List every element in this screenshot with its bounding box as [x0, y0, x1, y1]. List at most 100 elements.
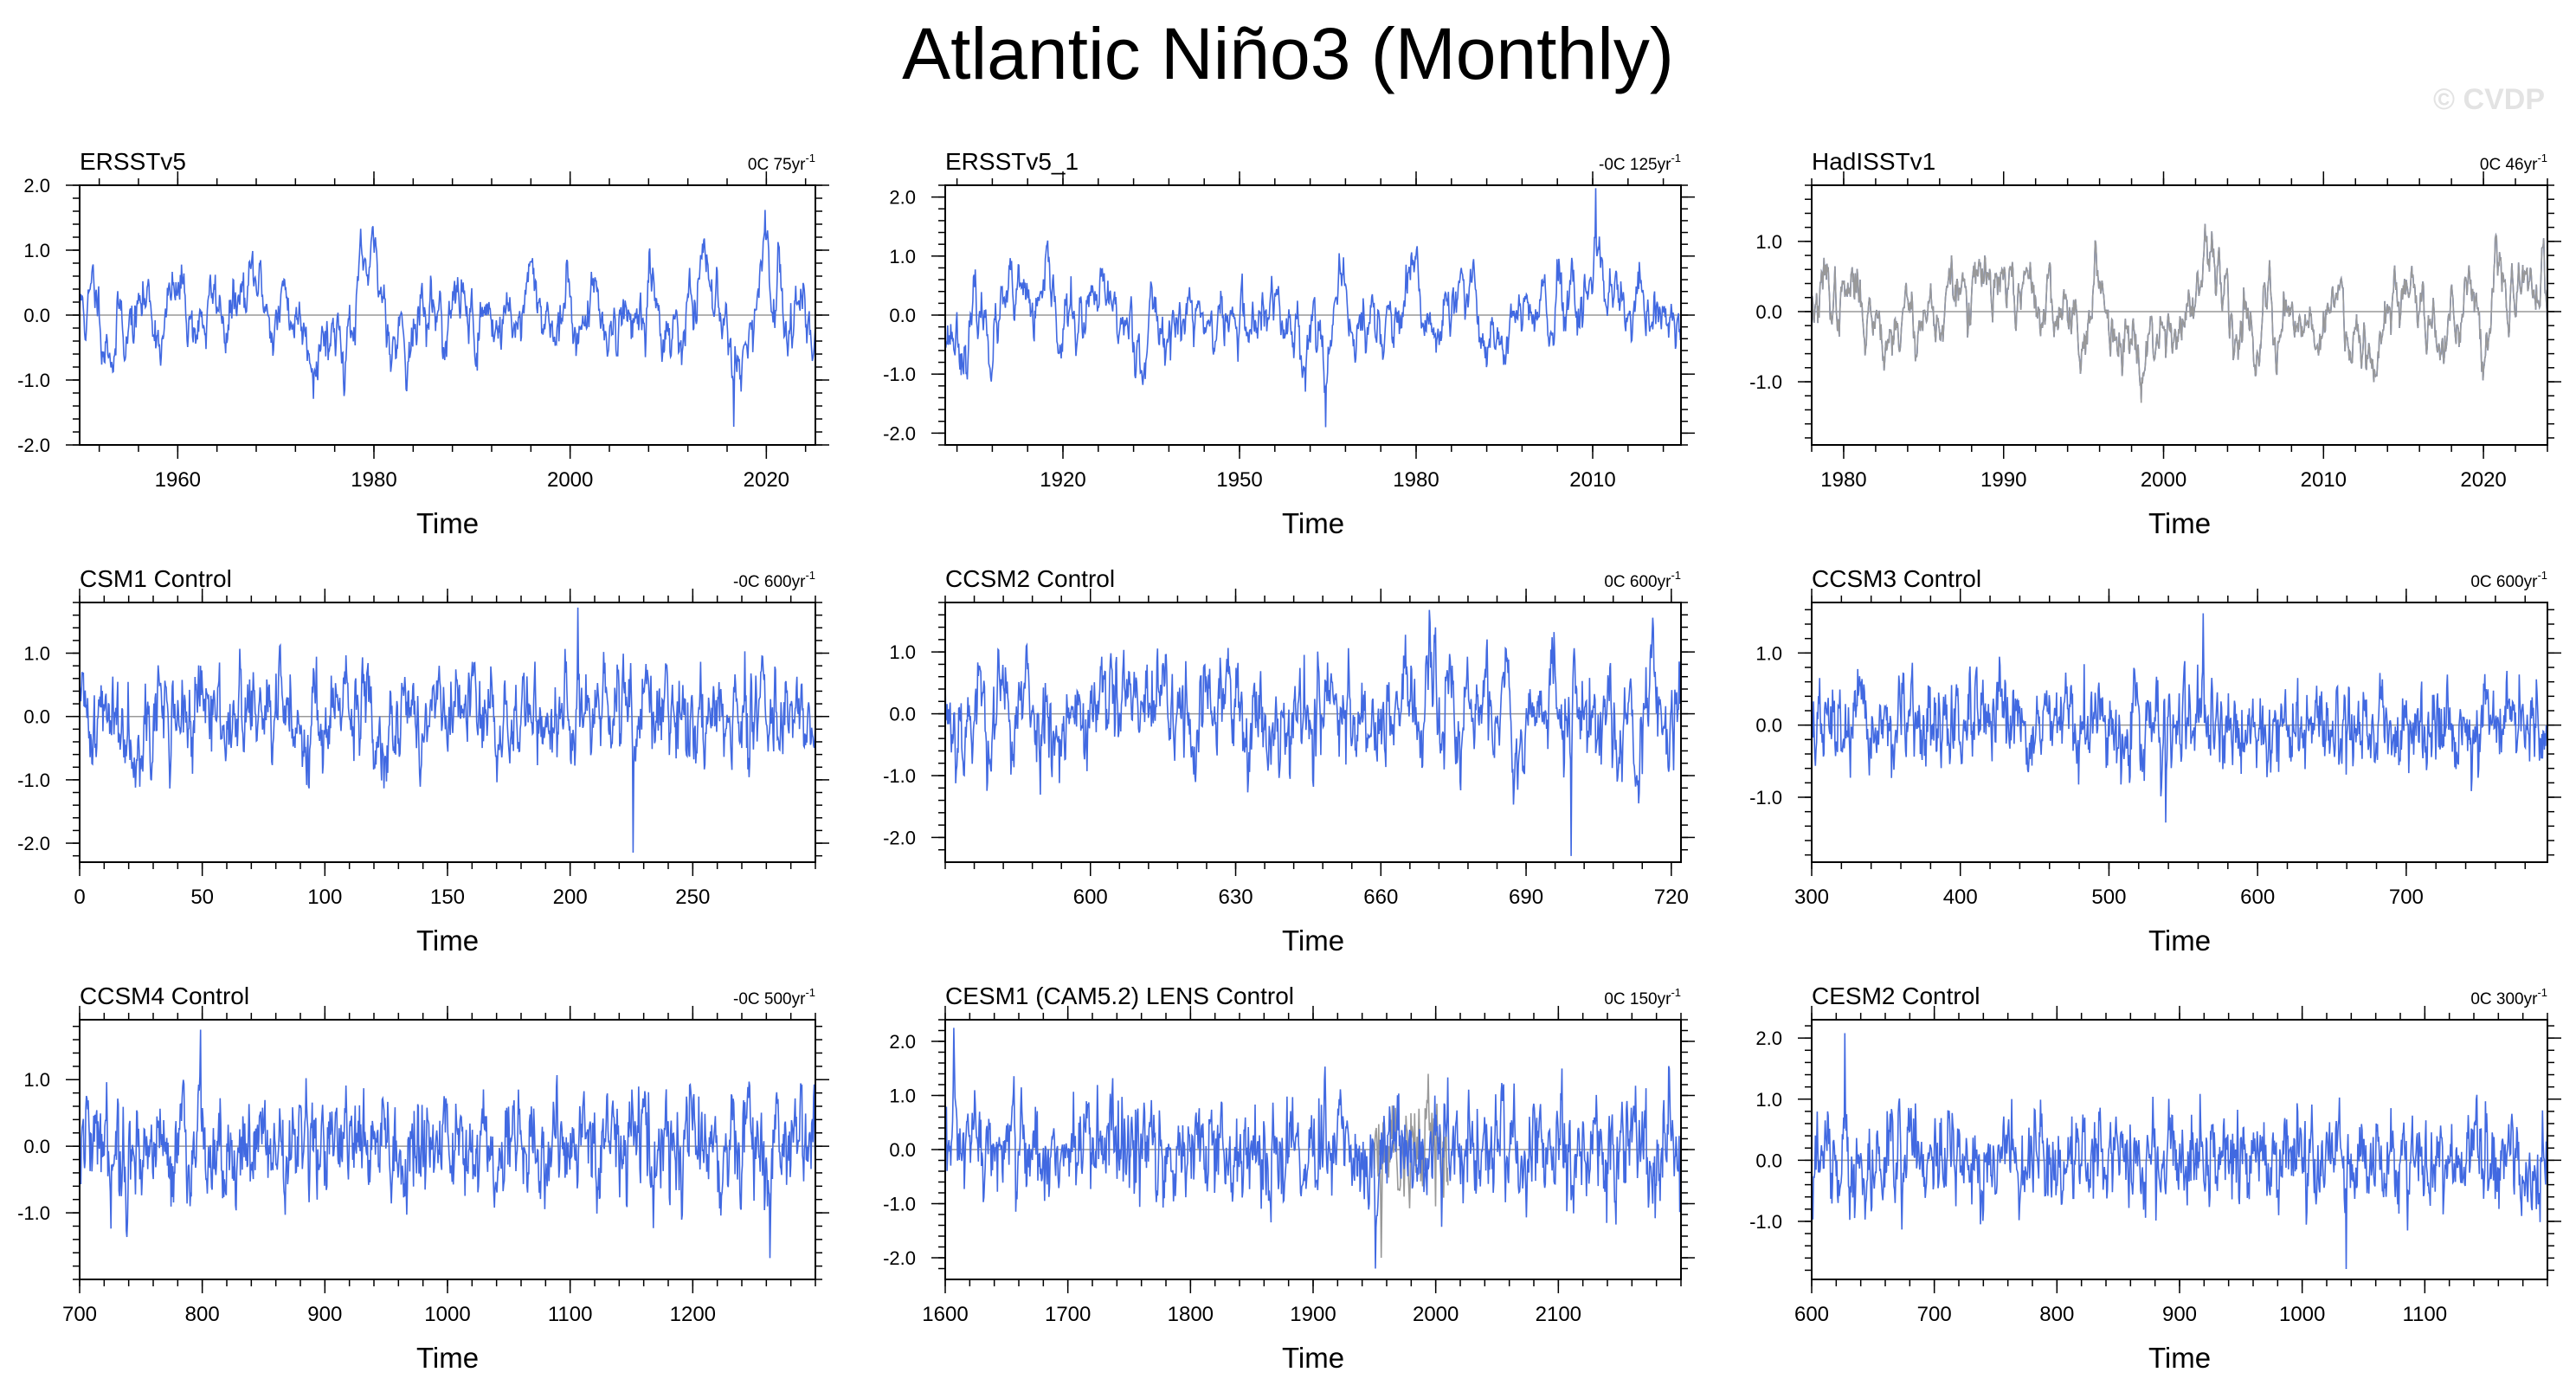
trend-exponent: -1 [2537, 151, 2547, 164]
x-tick-label: 720 [1654, 886, 1689, 909]
y-tick-label: 2.0 [889, 187, 916, 209]
y-tick-label: -1.0 [17, 370, 50, 391]
y-tick-label: 1.0 [23, 1069, 50, 1091]
x-tick-label: 1600 [922, 1303, 968, 1326]
x-tick-label: 100 [307, 886, 342, 909]
series-line [79, 1029, 816, 1259]
x-tick-label: 630 [1219, 886, 1253, 909]
panel-title: ERSSTv5_1 [945, 148, 1079, 175]
y-tick-label: 1.0 [889, 1086, 916, 1107]
x-tick-label: 1980 [1393, 468, 1439, 492]
y-tick-label: -2.0 [17, 435, 50, 456]
x-tick-label: 50 [190, 886, 214, 909]
panel-title: CCSM2 Control [945, 565, 1115, 592]
x-tick-label: 700 [1917, 1303, 1952, 1326]
x-axis-label: Time [1282, 507, 1344, 539]
y-tick-label: 1.0 [1755, 231, 1782, 253]
chart-panel-1: ERSSTv5 0C 75yr-1 1960 1980 2000 2020 -2.0 -1.0… [17, 148, 829, 539]
series-line [1811, 223, 2548, 403]
x-tick-label: 2000 [547, 468, 593, 492]
x-tick-label: 800 [2039, 1303, 2074, 1326]
y-tick-label: 0.0 [1755, 301, 1782, 323]
y-tick-label: 0.0 [23, 305, 50, 326]
y-tick-label: 0.0 [889, 305, 916, 326]
chart-panel-8: CESM1 (CAM5.2) LENS Control 0C 150yr-1 160… [883, 982, 1695, 1374]
panel-title: CCSM4 Control [80, 982, 249, 1009]
x-tick-label: 1960 [155, 468, 201, 492]
trend-label: -0C 500yr-1 [733, 986, 815, 1008]
watermark: © CVDP [2433, 83, 2545, 116]
trend-exponent: -1 [805, 986, 815, 999]
x-axis-label: Time [1282, 1342, 1344, 1374]
y-tick-label: -1.0 [883, 1194, 916, 1215]
x-tick-label: 1000 [424, 1303, 470, 1326]
y-tick-label: 0.0 [1755, 1150, 1782, 1171]
y-tick-label: 0.0 [889, 1139, 916, 1161]
x-axis-label: Time [416, 507, 479, 539]
series-line [1811, 613, 2548, 823]
y-tick-label: 0.0 [889, 704, 916, 725]
y-tick-label: 1.0 [1755, 1089, 1782, 1111]
x-tick-label: 1000 [2279, 1303, 2325, 1326]
trend-label: 0C 150yr-1 [1604, 986, 1681, 1008]
x-axis-label: Time [416, 924, 479, 957]
trend-label: 0C 46yr-1 [2480, 151, 2547, 174]
series-line [1811, 1033, 2548, 1270]
y-tick-label: -1.0 [1749, 1211, 1782, 1233]
chart-panel-3: HadISSTv1 0C 46yr-1 1980 1990 2000 2010 2020 -1… [1749, 148, 2561, 539]
x-tick-label: 1900 [1290, 1303, 1336, 1326]
x-tick-label: 150 [430, 886, 465, 909]
x-tick-label: 1990 [1980, 468, 2026, 492]
chart-panel-7: CCSM4 Control -0C 500yr-1 700 800 900 1000 110… [17, 982, 829, 1374]
x-tick-label: 1200 [670, 1303, 716, 1326]
chart-panel-6: CCSM3 Control 0C 600yr-1 300 400 500 600 700 -1… [1749, 565, 2561, 957]
x-tick-label: 500 [2091, 886, 2126, 909]
panel-title: CSM1 Control [80, 565, 232, 592]
x-axis-label: Time [2148, 1342, 2211, 1374]
x-tick-label: 250 [675, 886, 710, 909]
x-tick-label: 2000 [1413, 1303, 1459, 1326]
x-tick-label: 600 [1794, 1303, 1829, 1326]
trend-exponent: -1 [805, 569, 815, 582]
trend-label: 0C 600yr-1 [2470, 569, 2547, 591]
x-tick-label: 1100 [2403, 1303, 2448, 1326]
chart-panel-9: CESM2 Control 0C 300yr-1 600 700 800 900 1000 1… [1749, 982, 2561, 1374]
y-tick-label: -2.0 [883, 422, 916, 444]
y-tick-label: 1.0 [23, 240, 50, 261]
x-tick-label: 2020 [744, 468, 789, 492]
y-tick-label: -1.0 [1749, 371, 1782, 393]
x-tick-label: 700 [2389, 886, 2424, 909]
trend-exponent: -1 [805, 151, 815, 164]
panel-title: CESM2 Control [1812, 982, 1980, 1009]
trend-label: 0C 75yr-1 [748, 151, 815, 174]
panel-title: CCSM3 Control [1812, 565, 1981, 592]
x-tick-label: 1800 [1168, 1303, 1214, 1326]
x-tick-label: 2100 [1536, 1303, 1581, 1326]
x-axis-label: Time [416, 1342, 479, 1374]
plot-frame [944, 602, 1682, 863]
x-tick-label: 0 [74, 886, 85, 909]
trend-exponent: -1 [2537, 569, 2547, 582]
trend-exponent: -1 [1671, 569, 1681, 582]
y-tick-label: 2.0 [23, 175, 50, 196]
plot-frame [1811, 184, 2548, 446]
panel-title: HadISSTv1 [1812, 148, 1935, 175]
panel-title: ERSSTv5 [80, 148, 186, 175]
series-line [79, 607, 816, 854]
x-tick-label: 690 [1509, 886, 1543, 909]
x-tick-label: 600 [2240, 886, 2275, 909]
series-line [79, 209, 816, 428]
trend-label: -0C 125yr-1 [1599, 151, 1681, 174]
x-tick-label: 1700 [1045, 1303, 1091, 1326]
trend-label: 0C 600yr-1 [1604, 569, 1681, 591]
y-tick-label: -2.0 [883, 827, 916, 848]
y-tick-label: -2.0 [17, 833, 50, 854]
x-tick-label: 2000 [2141, 468, 2186, 492]
y-tick-label: -1.0 [17, 1202, 50, 1224]
trend-label: -0C 600yr-1 [733, 569, 815, 591]
figure-title: Atlantic Niño3 (Monthly) [902, 13, 1674, 94]
x-tick-label: 2020 [2460, 468, 2506, 492]
plot-frame [1811, 602, 2548, 863]
y-tick-label: 2.0 [1755, 1028, 1782, 1049]
